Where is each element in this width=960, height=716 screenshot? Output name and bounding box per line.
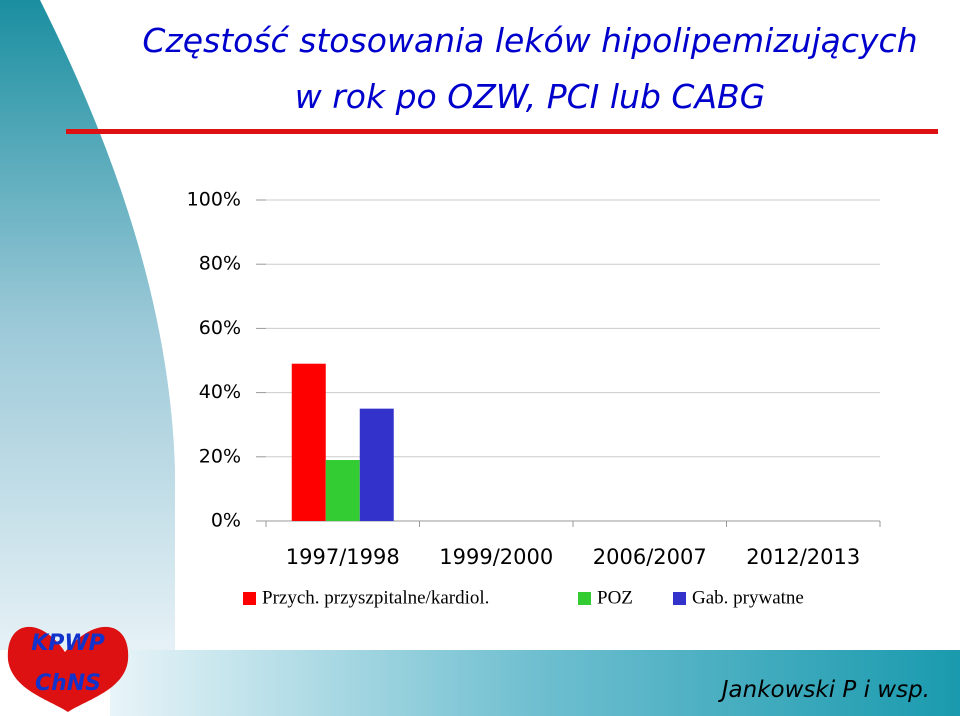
logo-text: ChNS bbox=[35, 671, 101, 696]
y-tick-label: 20% bbox=[199, 445, 241, 467]
y-tick-label: 60% bbox=[199, 317, 241, 339]
x-tick-label: 1999/2000 bbox=[439, 545, 553, 569]
logo-heart bbox=[7, 626, 129, 712]
footer-author: Jankowski P i wsp. bbox=[718, 677, 930, 703]
title-line: Częstość stosowania leków hipolipemizują… bbox=[142, 21, 917, 60]
x-tick-label: 2006/2007 bbox=[593, 545, 707, 569]
y-tick-label: 0% bbox=[211, 510, 241, 532]
legend-swatch bbox=[673, 592, 686, 605]
side-decoration bbox=[0, 0, 175, 650]
x-tick-label: 2012/2013 bbox=[746, 545, 860, 569]
bar bbox=[359, 408, 394, 521]
legend-label: POZ bbox=[597, 587, 633, 608]
legend-swatch bbox=[578, 592, 591, 605]
legend-swatch bbox=[243, 592, 256, 605]
chart: 0% 20% 40% 60% 80% 100% 1997/1998 1999/2000 2006… bbox=[187, 189, 881, 608]
logo-text: KPWP bbox=[31, 631, 105, 656]
y-tick-label: 100% bbox=[187, 189, 241, 211]
title-line: w rok po OZW, PCI lub CABG bbox=[295, 77, 765, 116]
legend-label: Gab. prywatne bbox=[692, 587, 804, 608]
bar bbox=[291, 363, 326, 521]
footer-band bbox=[110, 650, 960, 716]
title-rule bbox=[66, 129, 938, 134]
bar bbox=[325, 460, 360, 521]
x-tick-label: 1997/1998 bbox=[286, 545, 400, 569]
y-tick-label: 80% bbox=[199, 253, 241, 275]
legend-label: Przych. przyszpitalne/kardiol. bbox=[262, 587, 489, 608]
y-tick-label: 40% bbox=[199, 381, 241, 403]
